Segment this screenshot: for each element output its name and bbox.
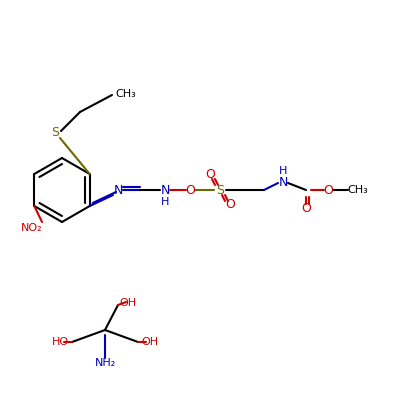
Text: CH₃: CH₃ — [116, 89, 136, 99]
Text: H: H — [279, 166, 287, 176]
Text: O: O — [185, 184, 195, 196]
Text: CH₃: CH₃ — [348, 185, 368, 195]
Text: O: O — [205, 168, 215, 182]
Text: N: N — [278, 176, 288, 190]
Text: NH₂: NH₂ — [94, 358, 116, 368]
Text: S: S — [216, 184, 224, 196]
Text: N: N — [160, 184, 170, 196]
Text: H: H — [161, 197, 169, 207]
Text: O: O — [323, 184, 333, 196]
Text: OH: OH — [142, 337, 158, 347]
Text: O: O — [225, 198, 235, 212]
Text: O: O — [301, 202, 311, 214]
Text: N: N — [113, 184, 123, 196]
Text: HO: HO — [52, 337, 68, 347]
Text: OH: OH — [120, 298, 136, 308]
Text: S: S — [51, 126, 59, 140]
Text: NO₂: NO₂ — [21, 223, 43, 233]
